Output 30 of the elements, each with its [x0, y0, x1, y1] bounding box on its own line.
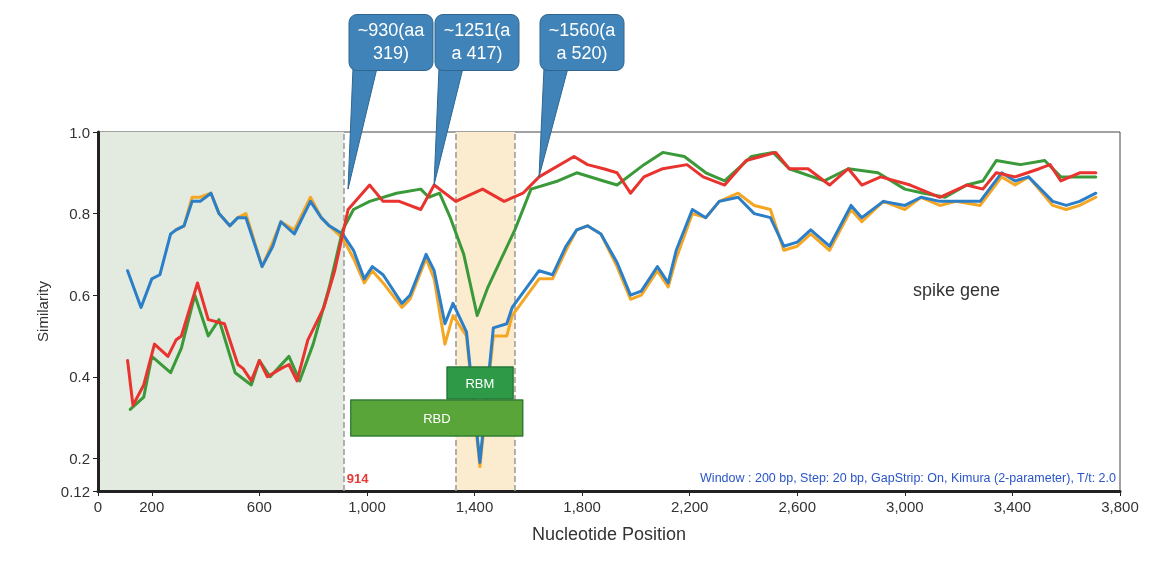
y-tick-label: 1.0	[69, 123, 90, 141]
x-tick-label: 0	[93, 498, 103, 515]
annotation: ~1251(a a 417)	[443, 20, 512, 63]
x-tick-label: 600	[246, 498, 272, 515]
y-tick-label: 0.8	[69, 205, 90, 223]
x-tick-label: 1,000	[348, 498, 386, 515]
x-tick-label: 3,800	[1101, 498, 1139, 515]
callout: ~1560(a a 520)	[538, 14, 626, 179]
x-tick-label: 3,400	[993, 498, 1032, 515]
x-tick-label: 200	[139, 498, 165, 515]
y-tick-label: 0.2	[69, 449, 90, 467]
callout: ~1251(a a 417)	[433, 14, 521, 188]
x-tick-label: 1,800	[563, 498, 601, 515]
annotation: ~930(aa 319)	[357, 20, 426, 63]
domain-box: RBM	[446, 366, 514, 400]
y-tick-label: 0.4	[69, 368, 90, 386]
y-tick-label: 0.12	[60, 482, 90, 500]
y-tick-label: 0.6	[69, 286, 90, 304]
callout: ~930(aa 319)	[347, 14, 435, 192]
x-tick-label: 2,600	[778, 498, 817, 515]
annotation: Window : 200 bp, Step: 20 bp, GapStrip: On, Kimura (2-parameter), T/t: 2.0	[700, 471, 1116, 485]
y-axis-title: Similarity	[33, 280, 51, 342]
x-axis-title: Nucleotide Position	[531, 524, 687, 544]
x-tick-label: 2,200	[670, 498, 709, 515]
annotation: ~1560(a a 520)	[548, 20, 617, 63]
x-tick-label: 1,400	[455, 498, 494, 515]
annotation: spike gene	[912, 279, 1001, 301]
domain-box: RBD	[350, 399, 524, 437]
ref-line-label: 914	[346, 471, 369, 486]
x-tick-label: 3,000	[886, 498, 924, 515]
